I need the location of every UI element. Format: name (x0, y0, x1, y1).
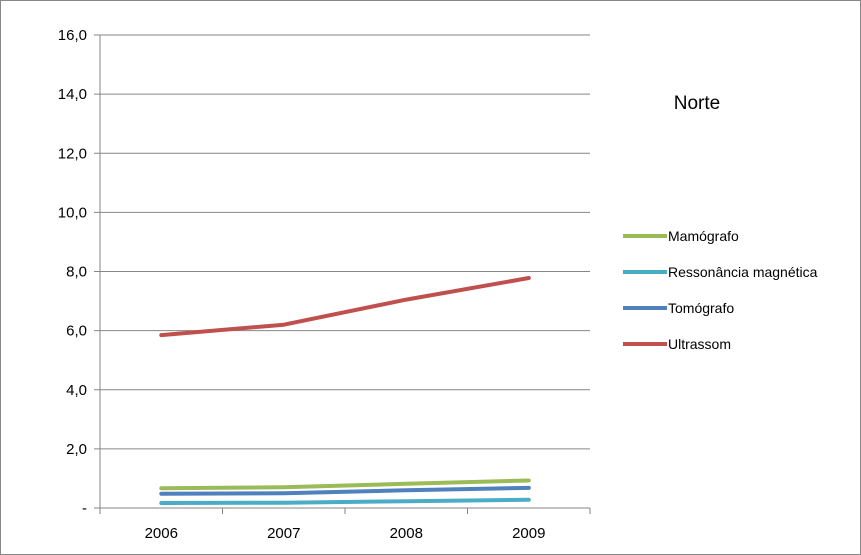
y-tick-label: 12,0 (58, 145, 87, 162)
chart-title: Norte (674, 93, 720, 114)
legend-label-mamografo: Mamógrafo (668, 228, 739, 244)
x-tick-label: 2008 (390, 525, 423, 542)
x-tick-label: 2009 (512, 525, 545, 542)
y-tick-label: 4,0 (66, 382, 87, 399)
y-tick-label: 14,0 (58, 86, 87, 103)
x-tick-label: 2007 (267, 525, 300, 542)
y-tick-label: 2,0 (66, 441, 87, 458)
series-lines (159, 276, 531, 505)
series-line-ressonancia-magnetica (159, 497, 531, 505)
x-tick-label: 2006 (145, 525, 178, 542)
legend-label-ressonancia-magnetica: Ressonância magnética (668, 264, 818, 280)
y-tick-label: 6,0 (66, 323, 87, 340)
y-tick-label: 8,0 (66, 264, 87, 281)
y-tick-label: 16,0 (58, 27, 87, 44)
gridlines (100, 34, 590, 450)
legend-label-ultrassom: Ultrassom (668, 336, 731, 352)
y-tick-label: 10,0 (58, 204, 87, 221)
legend: Mamógrafo Ressonância magnética Tomógrafo U… (623, 228, 818, 352)
legend-label-tomografo: Tomógrafo (668, 300, 734, 316)
series-line-mamografo (159, 478, 531, 491)
axes: - 2,0 4,0 6,0 8,0 10,0 12,0 14,0 16,0 2006 2007 200… (58, 27, 591, 542)
series-line-tomografo (159, 485, 531, 496)
series-line-ultrassom (159, 276, 531, 338)
y-tick-label: - (82, 500, 87, 517)
